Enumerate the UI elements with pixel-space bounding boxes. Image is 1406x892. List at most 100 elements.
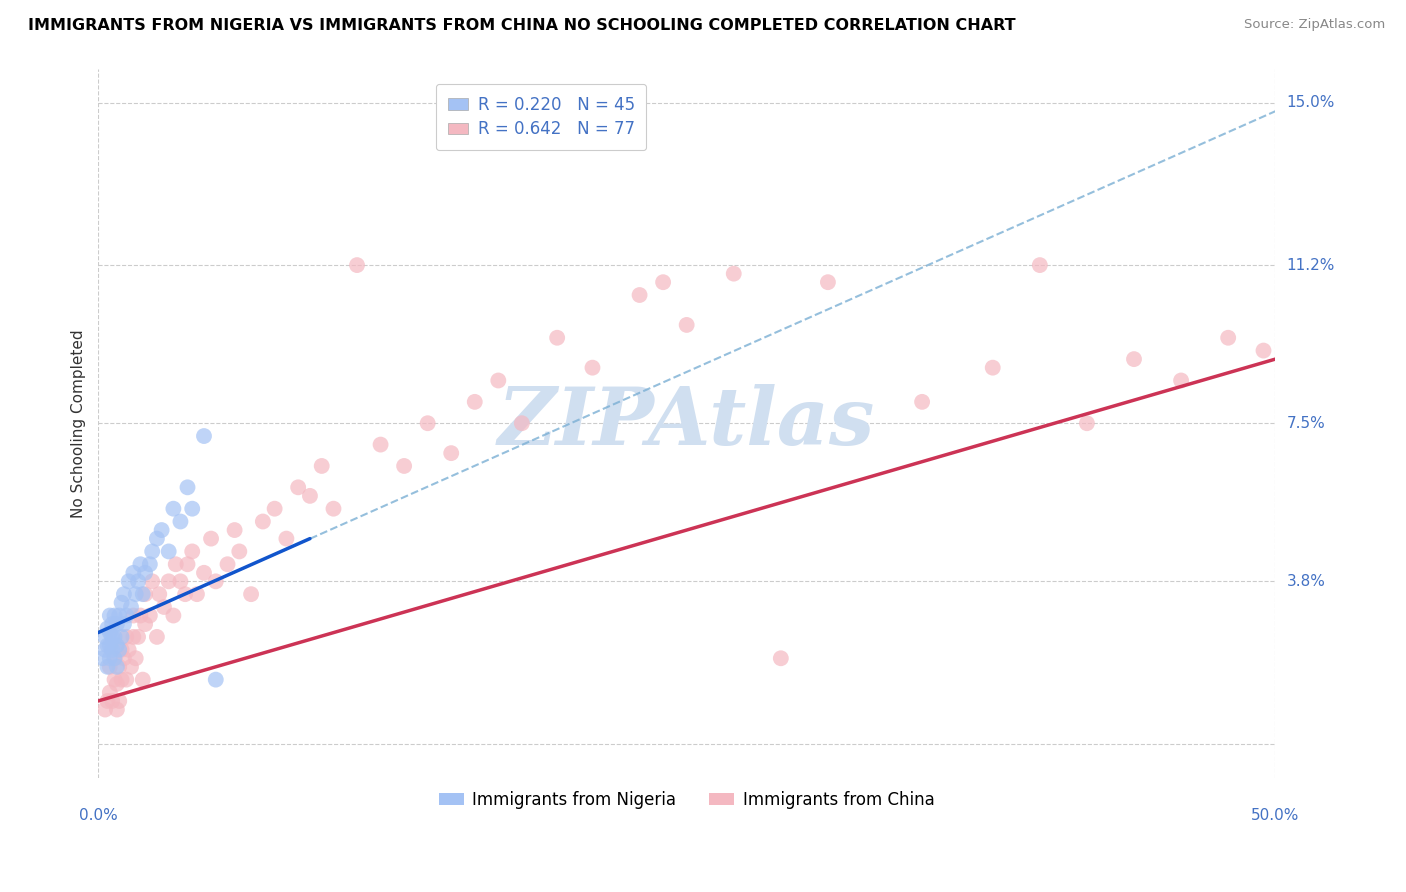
Point xyxy=(1123,352,1146,367)
Point xyxy=(101,642,124,657)
Point xyxy=(440,446,463,460)
Text: 0.0%: 0.0% xyxy=(79,808,118,823)
Point xyxy=(129,558,152,572)
Point xyxy=(162,608,184,623)
Point xyxy=(287,480,309,494)
Point xyxy=(120,660,142,674)
Point xyxy=(134,566,156,580)
Point xyxy=(1253,343,1275,358)
Point xyxy=(103,651,125,665)
Point xyxy=(127,630,149,644)
Point xyxy=(94,630,117,644)
Text: 7.5%: 7.5% xyxy=(1286,416,1324,431)
Point xyxy=(157,544,180,558)
Point xyxy=(204,574,226,589)
Point xyxy=(132,587,155,601)
Point xyxy=(165,558,187,572)
Point xyxy=(675,318,697,332)
Point xyxy=(134,587,156,601)
Point xyxy=(1170,374,1192,388)
Point xyxy=(146,532,169,546)
Point xyxy=(157,574,180,589)
Point xyxy=(94,702,117,716)
Legend: Immigrants from Nigeria, Immigrants from China: Immigrants from Nigeria, Immigrants from… xyxy=(432,784,941,815)
Text: 3.8%: 3.8% xyxy=(1286,574,1326,589)
Point xyxy=(108,642,131,657)
Point xyxy=(723,267,745,281)
Point xyxy=(98,608,121,623)
Point xyxy=(110,673,132,687)
Point xyxy=(200,532,222,546)
Point xyxy=(112,651,135,665)
Point xyxy=(204,673,226,687)
Point xyxy=(101,617,124,632)
Point xyxy=(112,617,135,632)
Point xyxy=(122,566,145,580)
Text: 50.0%: 50.0% xyxy=(1251,808,1299,823)
Point xyxy=(115,673,138,687)
Text: Source: ZipAtlas.com: Source: ZipAtlas.com xyxy=(1244,18,1385,31)
Point xyxy=(169,515,191,529)
Point xyxy=(181,544,204,558)
Point xyxy=(817,275,839,289)
Point xyxy=(416,416,439,430)
Point xyxy=(105,639,128,653)
Point xyxy=(115,608,138,623)
Point xyxy=(1218,331,1240,345)
Point xyxy=(1029,258,1052,272)
Point xyxy=(252,515,274,529)
Point xyxy=(217,558,239,572)
Point xyxy=(581,360,603,375)
Y-axis label: No Schooling Completed: No Schooling Completed xyxy=(72,329,86,517)
Point xyxy=(464,395,486,409)
Text: 11.2%: 11.2% xyxy=(1286,258,1334,273)
Point xyxy=(120,599,142,614)
Point xyxy=(240,587,263,601)
Point xyxy=(103,673,125,687)
Point xyxy=(141,574,163,589)
Point xyxy=(108,694,131,708)
Point xyxy=(101,694,124,708)
Point xyxy=(108,660,131,674)
Text: ZIPAtlas: ZIPAtlas xyxy=(498,384,876,462)
Point xyxy=(769,651,792,665)
Point xyxy=(122,630,145,644)
Point xyxy=(96,639,118,653)
Point xyxy=(96,660,118,674)
Point xyxy=(125,651,148,665)
Point xyxy=(162,501,184,516)
Point xyxy=(96,621,118,635)
Point xyxy=(127,574,149,589)
Point xyxy=(132,673,155,687)
Point xyxy=(1076,416,1098,430)
Point xyxy=(263,501,285,516)
Point xyxy=(510,416,533,430)
Point xyxy=(91,651,114,665)
Point xyxy=(193,429,215,443)
Point xyxy=(276,532,298,546)
Point xyxy=(110,642,132,657)
Point xyxy=(546,331,568,345)
Point xyxy=(322,501,344,516)
Point xyxy=(103,651,125,665)
Point xyxy=(311,458,333,473)
Point xyxy=(101,630,124,644)
Point xyxy=(115,630,138,644)
Point xyxy=(146,630,169,644)
Point xyxy=(108,608,131,623)
Point xyxy=(298,489,321,503)
Point xyxy=(98,660,121,674)
Point xyxy=(103,630,125,644)
Point xyxy=(486,374,509,388)
Point xyxy=(129,608,152,623)
Point xyxy=(652,275,675,289)
Point xyxy=(169,574,191,589)
Point xyxy=(981,360,1004,375)
Point xyxy=(141,544,163,558)
Point xyxy=(118,642,141,657)
Point xyxy=(181,501,204,516)
Point xyxy=(174,587,197,601)
Point xyxy=(94,642,117,657)
Point xyxy=(346,258,368,272)
Point xyxy=(392,458,415,473)
